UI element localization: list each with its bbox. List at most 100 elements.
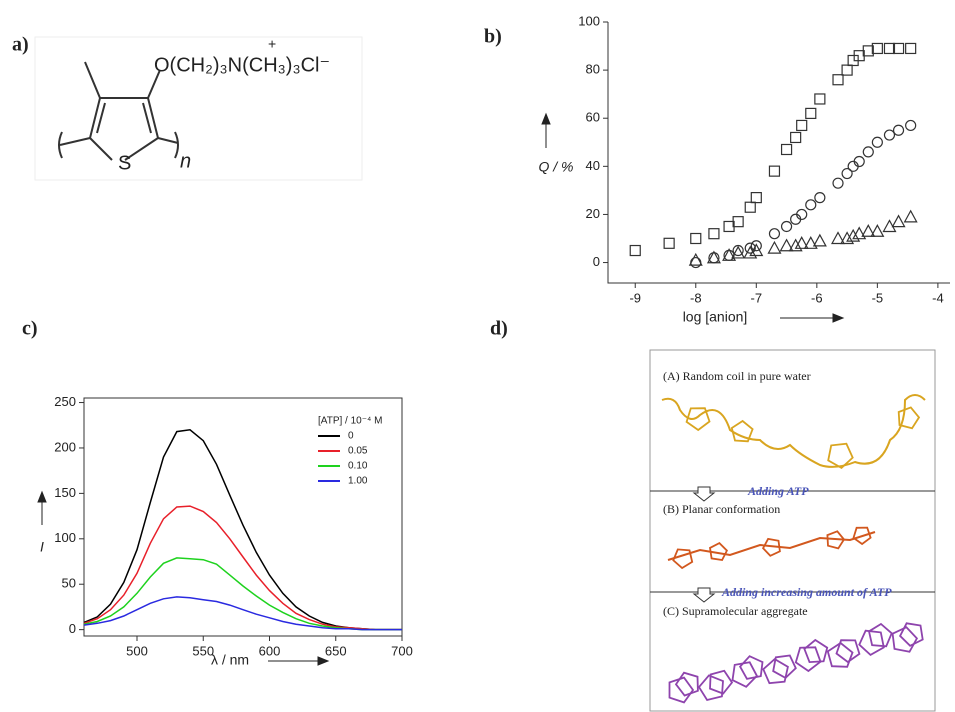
marker bbox=[840, 231, 855, 245]
marker bbox=[688, 252, 703, 266]
marker bbox=[768, 165, 781, 177]
y-tick-label: 200 bbox=[54, 439, 76, 454]
marker bbox=[853, 155, 865, 168]
marker bbox=[831, 231, 846, 245]
legend-label: 0 bbox=[348, 431, 354, 442]
axes bbox=[607, 22, 950, 284]
step-label: (A) Random coil in pure water bbox=[663, 369, 811, 383]
ring bbox=[762, 657, 789, 685]
marker bbox=[862, 45, 874, 57]
marker bbox=[767, 240, 782, 254]
ring bbox=[835, 639, 861, 664]
marker bbox=[832, 74, 844, 86]
marker bbox=[892, 42, 905, 55]
marker bbox=[871, 42, 883, 55]
marker bbox=[780, 143, 793, 156]
step-arrow bbox=[692, 587, 716, 603]
x-tick-label: -8 bbox=[690, 290, 702, 305]
ring bbox=[898, 622, 924, 647]
x-tick-label: 500 bbox=[126, 643, 148, 658]
y-tick-label: 20 bbox=[586, 206, 600, 221]
x-tick-label: -4 bbox=[932, 290, 944, 305]
y-tick-label: 0 bbox=[593, 254, 600, 269]
marker bbox=[882, 219, 897, 233]
marker bbox=[805, 107, 817, 120]
marker bbox=[796, 119, 808, 132]
marker bbox=[814, 192, 826, 204]
panel-label: a) bbox=[12, 34, 29, 56]
marker bbox=[852, 226, 867, 240]
ring bbox=[858, 629, 885, 657]
y-tick-label: 100 bbox=[578, 13, 600, 28]
ring bbox=[730, 419, 754, 443]
ring bbox=[867, 622, 893, 648]
line bbox=[83, 505, 402, 631]
marker bbox=[750, 192, 762, 204]
y-tick-label: 0 bbox=[69, 621, 76, 636]
ring bbox=[891, 626, 919, 653]
x-tick-label: 650 bbox=[325, 643, 347, 658]
marker bbox=[883, 129, 896, 141]
legend-title: [ATP] / 10⁻⁴ M bbox=[318, 416, 382, 427]
marker bbox=[768, 228, 781, 240]
marker bbox=[750, 240, 762, 252]
marker bbox=[846, 228, 861, 242]
ring bbox=[897, 406, 921, 430]
marker bbox=[891, 214, 906, 228]
marker bbox=[744, 242, 756, 254]
step-label: (B) Planar conformation bbox=[663, 502, 780, 516]
marker bbox=[731, 245, 746, 259]
ring bbox=[827, 442, 854, 470]
marker bbox=[803, 236, 818, 249]
plot-frame bbox=[83, 397, 403, 637]
panel-label: d) bbox=[490, 318, 508, 340]
x-tick-label: -9 bbox=[629, 290, 641, 305]
arrow-label: Adding increasing amount of ATP bbox=[721, 585, 892, 599]
marker bbox=[743, 245, 758, 259]
marker bbox=[862, 146, 874, 158]
panel-label: c) bbox=[22, 318, 38, 340]
marker bbox=[690, 232, 702, 245]
marker bbox=[744, 201, 756, 213]
diagram: (A) Random coil in pure water Adding ATP… bbox=[649, 349, 936, 712]
ring bbox=[738, 655, 764, 680]
x-axis-label: λ / nm bbox=[211, 652, 249, 668]
marker bbox=[870, 224, 885, 237]
marker bbox=[905, 42, 917, 55]
marker bbox=[790, 131, 802, 144]
marker bbox=[905, 119, 917, 132]
y-tick-label: 250 bbox=[54, 394, 76, 409]
x-tick-label: 700 bbox=[391, 643, 413, 658]
marker bbox=[722, 248, 737, 261]
diagram-box bbox=[649, 349, 936, 712]
marker bbox=[779, 238, 794, 252]
marker bbox=[732, 244, 744, 257]
marker bbox=[780, 220, 793, 233]
y-tick-label: 150 bbox=[54, 485, 76, 500]
marker bbox=[812, 233, 827, 247]
marker bbox=[871, 136, 883, 148]
marker bbox=[883, 42, 896, 55]
marker bbox=[706, 250, 721, 264]
ring bbox=[826, 530, 846, 550]
marker bbox=[861, 224, 876, 237]
line bbox=[83, 557, 402, 631]
legend-label: 0.05 bbox=[348, 446, 368, 457]
x-tick-label: -7 bbox=[751, 290, 763, 305]
x-tick-label: -5 bbox=[872, 290, 884, 305]
marker bbox=[814, 93, 826, 105]
step-label: (C) Supramolecular aggregate bbox=[663, 604, 808, 618]
charge: + bbox=[268, 36, 276, 52]
y-tick-label: 50 bbox=[62, 576, 76, 591]
side-chain: O(CH₂)₃N(CH₃)₃Cl⁻ bbox=[154, 54, 330, 76]
marker bbox=[732, 216, 744, 228]
ring bbox=[803, 638, 829, 664]
marker bbox=[749, 243, 764, 257]
marker bbox=[708, 228, 720, 240]
x-tick-label: 550 bbox=[192, 643, 214, 658]
y-tick-label: 80 bbox=[586, 62, 600, 77]
repeat-index: n bbox=[180, 150, 191, 172]
marker bbox=[794, 236, 809, 249]
ring-atom: S bbox=[118, 152, 131, 174]
